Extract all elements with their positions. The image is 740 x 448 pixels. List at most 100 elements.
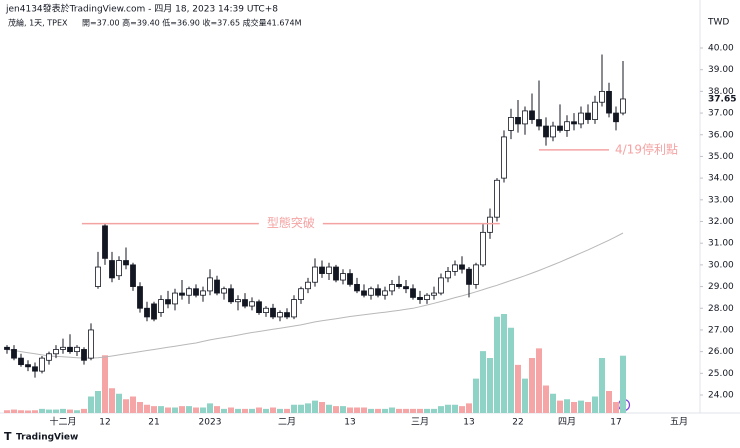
candle-body <box>529 110 535 120</box>
volume-bar <box>242 408 248 413</box>
candle-body <box>382 290 388 296</box>
candle-body <box>403 286 409 290</box>
candle-body <box>18 357 24 366</box>
candle-body <box>228 288 234 303</box>
volume-bar <box>375 408 381 413</box>
y-tick-label: 37.00 <box>708 109 734 119</box>
candle-body <box>410 288 416 298</box>
candle-body <box>620 98 626 114</box>
volume-bar <box>452 404 458 413</box>
candle-body <box>473 264 479 285</box>
candle-body <box>452 264 458 272</box>
volume-bar <box>501 314 507 413</box>
volume-bar <box>529 358 535 413</box>
volume-bar <box>606 391 612 413</box>
y-tick-label: 30.00 <box>708 260 734 270</box>
candle-body <box>319 266 325 274</box>
volume-bar <box>543 385 549 413</box>
volume-bar <box>277 408 283 413</box>
y-tick-label: 29.00 <box>708 282 734 292</box>
candle-body <box>466 268 472 285</box>
candle-body <box>592 101 598 120</box>
candle-body <box>200 290 206 296</box>
volume-bar <box>312 400 318 413</box>
volume-bar <box>60 408 66 413</box>
candle-body <box>445 270 451 279</box>
candle-body <box>130 264 136 287</box>
volume-bar <box>4 410 10 413</box>
y-tick-label: 31.00 <box>708 239 734 249</box>
volume-bar <box>536 348 542 413</box>
x-tick-label: 五月 <box>670 417 688 428</box>
x-tick-label: 13 <box>344 418 355 428</box>
volume-bar <box>151 406 157 413</box>
volume-bar <box>522 378 528 413</box>
volume-bar <box>305 403 311 413</box>
volume-bar <box>557 400 563 413</box>
candle-body <box>585 112 591 120</box>
candle-body <box>256 301 262 313</box>
volume-bar <box>620 355 626 413</box>
candle-body <box>32 366 38 372</box>
candle-body <box>4 346 10 350</box>
symbol: 茂綸, 1天, TPEX <box>8 18 68 28</box>
volume-bar <box>102 355 108 413</box>
candle-body <box>74 346 80 353</box>
y-tick-label: 25.00 <box>708 369 734 379</box>
candle-body <box>46 353 52 361</box>
candle-body <box>389 283 395 292</box>
volume-bar <box>123 399 129 413</box>
y-tick-label: 35.00 <box>708 152 734 162</box>
volume-bar <box>438 406 444 413</box>
volume-bar <box>340 406 346 413</box>
volume-bar <box>578 400 584 413</box>
x-tick-label: 17 <box>610 418 621 428</box>
svg-text:T: T <box>4 430 12 443</box>
candle-body <box>438 277 444 294</box>
volume-bar <box>11 409 17 413</box>
candle-body <box>263 307 269 313</box>
volume-bar <box>228 407 234 413</box>
volume-bar <box>319 402 325 413</box>
volume-bar <box>165 407 171 413</box>
candle-body <box>116 260 122 277</box>
candle-body <box>123 260 129 266</box>
volume-bar <box>431 408 437 413</box>
volume-bar <box>235 408 241 413</box>
candle-body <box>508 117 514 131</box>
volume-bar <box>256 407 262 413</box>
volume-bar <box>508 327 514 413</box>
volume-bar <box>424 408 430 413</box>
candle-body <box>599 90 605 103</box>
candle-body <box>340 273 346 281</box>
candle-body <box>368 288 374 296</box>
volume-bar <box>193 407 199 413</box>
candle-body <box>193 288 199 296</box>
candle-body <box>235 299 241 303</box>
volume-bars <box>4 314 626 413</box>
candle-body <box>515 117 521 125</box>
volume-bar <box>144 404 150 413</box>
y-tick-label: 39.00 <box>708 65 734 75</box>
candle-body <box>578 112 584 125</box>
candle-body <box>459 264 465 270</box>
candle-body <box>333 266 339 281</box>
volume-bar <box>487 358 493 413</box>
volume-bar <box>473 378 479 413</box>
candle-body <box>95 266 101 287</box>
candle-body <box>88 329 94 359</box>
candle-body <box>144 307 150 318</box>
annotation-text: 型態突破 <box>267 215 315 230</box>
volume-bar <box>494 316 500 413</box>
y-tick-label: 38.00 <box>708 87 734 97</box>
volume-bar <box>172 407 178 413</box>
volume-bar <box>53 409 59 413</box>
candle-body <box>487 216 493 233</box>
candle-body <box>137 286 143 309</box>
brand: TradingView <box>16 433 78 443</box>
moving-average <box>6 232 624 359</box>
volume-bar <box>88 396 94 413</box>
volume-bar <box>368 408 374 413</box>
candle-body <box>480 231 486 266</box>
